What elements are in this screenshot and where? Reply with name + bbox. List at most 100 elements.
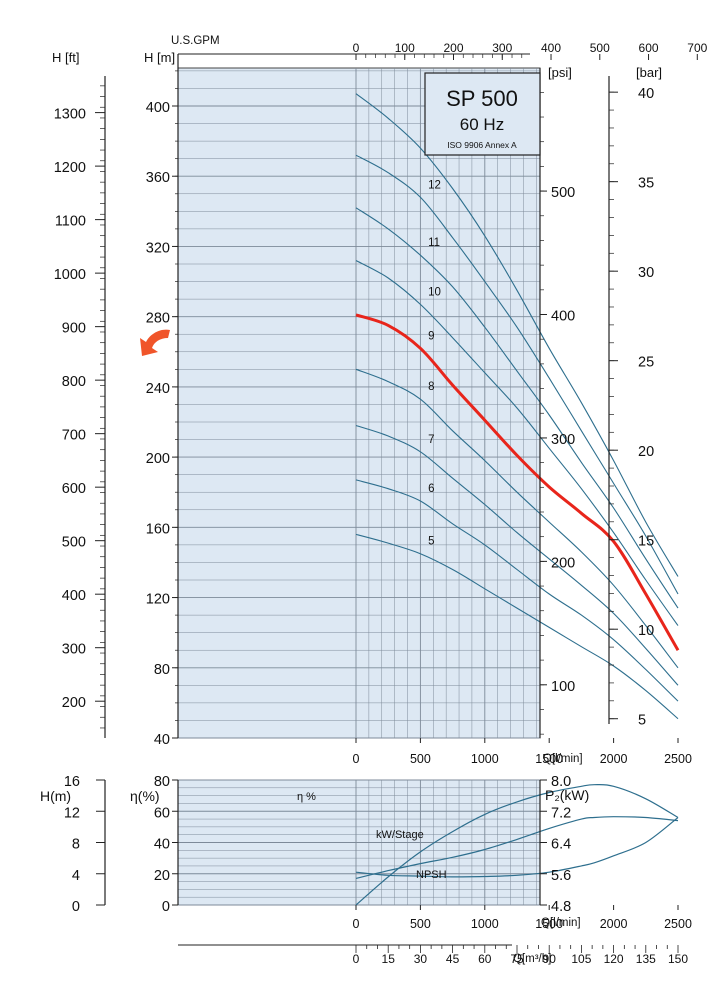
curve-stage-13 bbox=[355, 93, 679, 577]
bar-tick-label: 35 bbox=[638, 176, 654, 192]
ft-tick-label: 300 bbox=[62, 642, 86, 658]
y-tick-label-m: 320 bbox=[146, 240, 170, 256]
eta-curve-label: η % bbox=[297, 791, 316, 803]
curve-label-12: 12 bbox=[428, 179, 441, 191]
curve-stage-10 bbox=[355, 260, 679, 626]
usgpm-tick-label: 700 bbox=[687, 41, 707, 55]
m3h-tick-label: 75 bbox=[510, 952, 524, 966]
usgpm-tick-label: 0 bbox=[353, 41, 360, 55]
usgpm-tick-label: 600 bbox=[639, 41, 659, 55]
p2-tick-label: 6.4 bbox=[551, 837, 571, 853]
psi-tick-label: 200 bbox=[551, 555, 575, 571]
y-tick-label-m: 200 bbox=[146, 451, 170, 467]
bar-axis-label: [bar] bbox=[636, 65, 662, 80]
lower-x-tick-label: 2500 bbox=[664, 917, 692, 931]
psi-tick-label: 100 bbox=[551, 679, 575, 695]
bar-tick-label: 20 bbox=[638, 444, 654, 460]
curve-stage-8 bbox=[355, 368, 679, 669]
ft-tick-label: 800 bbox=[62, 374, 86, 390]
x-axis-label: Q[l/min] bbox=[543, 753, 583, 765]
eta-tick-label: 80 bbox=[154, 774, 170, 790]
bar-tick-label: 30 bbox=[638, 265, 654, 281]
y-tick-label-m: 40 bbox=[154, 732, 170, 748]
lower-x-tick-label: 2000 bbox=[600, 917, 628, 931]
lower-x-tick-label: 500 bbox=[410, 917, 431, 931]
psi-tick-label: 400 bbox=[551, 309, 575, 325]
lower-x-tick-label: 0 bbox=[353, 917, 360, 931]
eta-axis-label: η(%) bbox=[130, 788, 160, 804]
curve-label-5: 5 bbox=[428, 536, 434, 548]
usgpm-tick-label: 200 bbox=[443, 41, 463, 55]
ft-tick-label: 700 bbox=[62, 428, 86, 444]
y-tick-label-m: 120 bbox=[146, 592, 170, 608]
ft-tick-label: 1200 bbox=[54, 160, 86, 176]
npsh-curve-label: NPSH bbox=[416, 869, 447, 881]
psi-tick-label: 300 bbox=[551, 432, 575, 448]
y-tick-label-m: 360 bbox=[146, 170, 170, 186]
y-tick-label-m: 280 bbox=[146, 311, 170, 327]
p2-tick-label: 4.8 bbox=[551, 899, 571, 915]
ft-tick-label: 900 bbox=[62, 321, 86, 337]
ft-tick-label: 500 bbox=[62, 535, 86, 551]
x-tick-label: 1500 bbox=[535, 752, 563, 766]
eta-tick-label: 0 bbox=[162, 899, 170, 915]
ft-tick-label: 1300 bbox=[54, 107, 86, 123]
ft-tick-label: 200 bbox=[62, 695, 86, 711]
curve-label-11: 11 bbox=[428, 237, 440, 249]
chart-title: SP 500 bbox=[446, 86, 518, 111]
highlight-arrow-icon bbox=[140, 329, 170, 356]
usgpm-tick-label: 300 bbox=[492, 41, 512, 55]
usgpm-tick-label: 400 bbox=[541, 41, 561, 55]
chart-standard: ISO 9906 Annex A bbox=[447, 140, 517, 150]
x-tick-label: 0 bbox=[353, 752, 360, 766]
m3h-tick-label: 45 bbox=[446, 952, 460, 966]
head-tick-label: 16 bbox=[64, 774, 80, 790]
curve-label-8: 8 bbox=[428, 381, 434, 393]
ft-tick-label: 1100 bbox=[55, 214, 86, 230]
head-axis-label: H(m) bbox=[40, 788, 71, 804]
m3h-axis-label: Q[m³/h] bbox=[513, 953, 551, 965]
bar-tick-label: 40 bbox=[638, 86, 654, 102]
m3h-tick-label: 105 bbox=[571, 952, 591, 966]
bottom-x-axis-label: Q[l/min] bbox=[541, 917, 581, 929]
p2-tick-label: 5.6 bbox=[551, 868, 571, 884]
m3h-tick-label: 0 bbox=[353, 952, 360, 966]
usgpm-tick-label: 100 bbox=[395, 41, 415, 55]
m3h-tick-label: 120 bbox=[604, 952, 624, 966]
m3h-tick-label: 135 bbox=[636, 952, 656, 966]
curve-label-9: 9 bbox=[428, 330, 434, 342]
psi-axis-label: [psi] bbox=[548, 65, 572, 80]
m-axis-label: H [m] bbox=[144, 50, 175, 65]
x-tick-label: 2000 bbox=[600, 752, 628, 766]
bar-tick-label: 5 bbox=[638, 713, 646, 729]
curve-stage-9 bbox=[355, 313, 680, 651]
curve-label-6: 6 bbox=[428, 483, 434, 495]
lower-curve-npsh bbox=[355, 817, 679, 878]
lower-x-tick-label: 1000 bbox=[471, 917, 499, 931]
m3h-tick-label: 30 bbox=[414, 952, 428, 966]
ft-tick-label: 1000 bbox=[54, 267, 86, 283]
m3h-tick-label: 90 bbox=[543, 952, 557, 966]
main-plot-area bbox=[177, 67, 541, 739]
bar-tick-label: 15 bbox=[638, 534, 654, 550]
p2-axis-label: P₂(kW) bbox=[545, 787, 589, 803]
kw-curve-label: kW/Stage bbox=[376, 829, 424, 841]
lower-curve-kwstage bbox=[355, 816, 679, 879]
lower-x-tick-label: 1500 bbox=[535, 917, 563, 931]
y-tick-label-m: 240 bbox=[146, 381, 170, 397]
bar-tick-label: 25 bbox=[638, 355, 654, 371]
bar-tick-label: 10 bbox=[638, 623, 654, 639]
curve-label-10: 10 bbox=[428, 286, 441, 298]
ft-axis-label: H [ft] bbox=[52, 50, 79, 65]
x-tick-label: 500 bbox=[410, 752, 431, 766]
x-tick-label: 2500 bbox=[664, 752, 692, 766]
ft-tick-label: 400 bbox=[62, 588, 86, 604]
chart-subtitle: 60 Hz bbox=[460, 115, 504, 134]
usgpm-axis-label: U.S.GPM bbox=[171, 35, 220, 47]
x-tick-label: 1000 bbox=[471, 752, 499, 766]
lower-curve- bbox=[355, 783, 679, 906]
curve-stage-12 bbox=[355, 154, 679, 595]
curve-stage-5 bbox=[355, 533, 679, 720]
head-tick-label: 0 bbox=[72, 899, 80, 915]
